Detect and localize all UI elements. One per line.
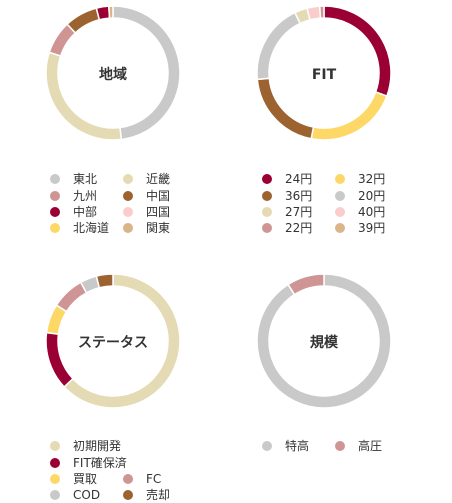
legend-swatch: [123, 191, 133, 201]
legend-item[interactable]: FC: [123, 472, 161, 486]
legend-swatch: [335, 174, 345, 184]
legend-swatch: [335, 191, 345, 201]
legend-swatch: [50, 174, 60, 184]
legend-item[interactable]: 九州: [50, 189, 97, 203]
legend-item[interactable]: 高圧: [335, 439, 382, 453]
donut-slice[interactable]: [256, 273, 392, 409]
donut-chart-region: 地域: [45, 5, 181, 141]
chart-title-region: 地域: [99, 66, 127, 83]
donut-slice[interactable]: [256, 77, 315, 140]
legend-label: 近畿: [146, 172, 171, 186]
legend-swatch: [262, 174, 272, 184]
legend-label: FC: [146, 472, 162, 486]
legend-swatch: [123, 174, 133, 184]
legend-item[interactable]: 初期開発: [50, 439, 121, 453]
legend-swatch: [50, 191, 60, 201]
legend-item[interactable]: 特高: [262, 439, 309, 453]
legend-swatch: [50, 490, 60, 500]
chart-panel-fit: FIT 24円 36円 27円 22円 32円 20円 40円 39円: [226, 0, 452, 251]
donut-slice[interactable]: [45, 51, 123, 141]
legend-item[interactable]: 27円: [262, 205, 312, 219]
donut-slice[interactable]: [306, 5, 322, 21]
chart-panel-status: ステータス 初期開発 FIT確保済 買取 COD FC 売却: [0, 251, 226, 502]
legend-label: 36円: [285, 189, 313, 203]
legend-swatch: [123, 223, 133, 233]
donut-slice[interactable]: [318, 5, 325, 19]
legend-label: 20円: [358, 189, 386, 203]
legend-label: 高圧: [358, 439, 383, 453]
legend-swatch: [123, 490, 133, 500]
legend-item[interactable]: 売却: [123, 488, 170, 502]
donut-slice[interactable]: [310, 91, 388, 141]
legend-label: COD: [73, 488, 101, 502]
legend-label: FIT確保済: [73, 456, 127, 470]
legend-label: 32円: [358, 172, 386, 186]
donut-slice[interactable]: [287, 273, 325, 296]
legend-swatch: [262, 441, 272, 451]
donut-chart-fit: FIT: [256, 5, 392, 141]
legend-label: 四国: [146, 205, 171, 219]
legend-swatch: [50, 223, 60, 233]
legend-item[interactable]: 東北: [50, 172, 97, 186]
legend-label: 24円: [285, 172, 313, 186]
chart-title-scale: 規模: [310, 334, 339, 351]
legend-label: 売却: [146, 488, 171, 502]
legend-swatch: [335, 207, 345, 217]
donut-slice[interactable]: [95, 273, 114, 289]
legend-swatch: [262, 207, 272, 217]
legend-label: 東北: [73, 172, 98, 186]
legend-item[interactable]: 40円: [335, 205, 385, 219]
legend-item[interactable]: 20円: [335, 189, 385, 203]
legend-label: 39円: [358, 221, 386, 235]
legend-item[interactable]: 22円: [262, 221, 312, 235]
legend-item[interactable]: 四国: [123, 205, 170, 219]
legend-item[interactable]: 36円: [262, 189, 312, 203]
legend-swatch: [335, 441, 345, 451]
legend-label: 特高: [285, 439, 310, 453]
legend-swatch: [123, 207, 133, 217]
legend-item[interactable]: 24円: [262, 172, 312, 186]
chart-panel-scale: 規模 特高 高圧: [226, 251, 452, 502]
donut-slice[interactable]: [107, 5, 114, 19]
chart-title-fit: FIT: [312, 67, 337, 83]
legend-label: 買取: [73, 472, 98, 486]
legend-item[interactable]: COD: [50, 488, 100, 502]
donut-slice[interactable]: [66, 7, 101, 34]
legend-label: 関東: [146, 221, 171, 235]
legend-swatch: [335, 223, 345, 233]
legend-label: 初期開発: [73, 439, 122, 453]
donut-slice[interactable]: [55, 281, 88, 313]
legend-swatch: [50, 207, 60, 217]
legend-label: 中国: [146, 189, 171, 203]
legend-swatch: [123, 474, 133, 484]
legend-label: 九州: [73, 189, 98, 203]
legend-item[interactable]: 中国: [123, 189, 170, 203]
chart-title-status: ステータス: [78, 335, 148, 351]
legend-label: 北海道: [73, 221, 110, 235]
legend-label: 27円: [285, 205, 313, 219]
donut-chart-scale: 規模: [256, 273, 392, 409]
legend-swatch: [262, 191, 272, 201]
donut-slice[interactable]: [95, 5, 111, 21]
legend-swatch: [50, 474, 60, 484]
legend-item[interactable]: 買取: [50, 472, 97, 486]
donut-slice[interactable]: [256, 11, 302, 81]
legend-item[interactable]: 32円: [335, 172, 385, 186]
legend-item[interactable]: 近畿: [123, 172, 170, 186]
legend-item[interactable]: 北海道: [50, 221, 109, 235]
chart-panel-region: 地域 東北 九州 中部 北海道 近畿 中国 四国 関東: [0, 0, 226, 251]
legend-label: 22円: [285, 221, 313, 235]
legend-swatch: [50, 458, 60, 468]
legend-item[interactable]: FIT確保済: [50, 456, 127, 470]
legend-swatch: [262, 223, 272, 233]
legend-item[interactable]: 中部: [50, 205, 97, 219]
donut-slice[interactable]: [45, 331, 74, 388]
legend-swatch: [50, 441, 60, 451]
legend-item[interactable]: 39円: [335, 221, 385, 235]
donut-chart-status: ステータス: [45, 273, 181, 409]
legend-label: 中部: [73, 205, 98, 219]
legend-item[interactable]: 関東: [123, 221, 170, 235]
legend-label: 40円: [358, 205, 386, 219]
